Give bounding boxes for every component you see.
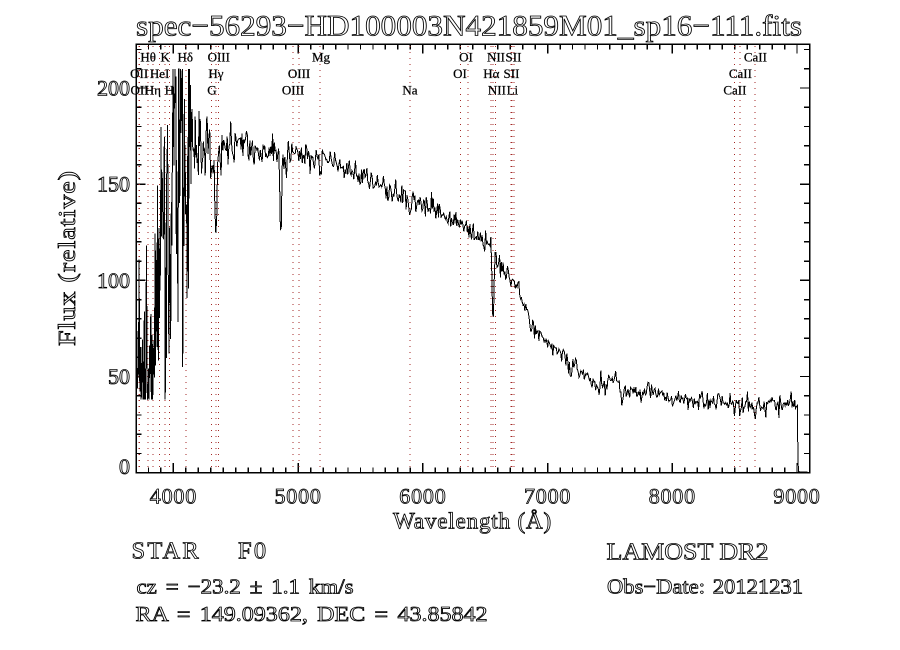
svg-text:7000: 7000 bbox=[524, 484, 571, 509]
svg-text:Hα: Hα bbox=[483, 66, 499, 81]
svg-text:8000: 8000 bbox=[649, 484, 696, 509]
svg-text:Flux (relative): Flux (relative) bbox=[55, 170, 81, 346]
svg-text:H: H bbox=[165, 83, 174, 98]
svg-text:Na: Na bbox=[402, 83, 417, 98]
svg-text:spec−56293−HD100003N421859M01_: spec−56293−HD100003N421859M01_sp16−111.f… bbox=[136, 10, 802, 43]
svg-text:Obs−Date: 20121231: Obs−Date: 20121231 bbox=[607, 575, 803, 599]
svg-text:Li: Li bbox=[507, 83, 519, 98]
svg-text:OIII: OIII bbox=[288, 66, 310, 81]
svg-text:Mg: Mg bbox=[312, 50, 331, 65]
svg-text:STAR: STAR bbox=[132, 538, 201, 565]
svg-text:Hθ: Hθ bbox=[140, 50, 156, 65]
svg-text:K: K bbox=[161, 50, 171, 65]
svg-text:OII: OII bbox=[130, 83, 148, 98]
svg-text:SII: SII bbox=[506, 50, 522, 65]
svg-text:F0: F0 bbox=[238, 538, 268, 565]
svg-text:OIII: OIII bbox=[282, 83, 304, 98]
svg-text:4000: 4000 bbox=[150, 484, 197, 509]
svg-text:Wavelength (Å): Wavelength (Å) bbox=[393, 509, 552, 534]
svg-text:Hγ: Hγ bbox=[208, 66, 223, 81]
svg-text:HeI: HeI bbox=[150, 66, 170, 81]
svg-text:200: 200 bbox=[97, 76, 130, 101]
svg-text:OI: OI bbox=[459, 50, 473, 65]
svg-text:OI: OI bbox=[453, 66, 467, 81]
svg-text:OIII: OIII bbox=[208, 50, 230, 65]
svg-text:0: 0 bbox=[119, 454, 130, 479]
svg-text:RA = 149.09362, DEC = 43.8584: RA = 149.09362, DEC = 43.85842 bbox=[136, 602, 488, 626]
svg-text:NII: NII bbox=[487, 50, 505, 65]
svg-text:cz = −23.2 ± 1.1 km/s: cz = −23.2 ± 1.1 km/s bbox=[137, 575, 354, 599]
svg-text:9000: 9000 bbox=[773, 484, 820, 509]
svg-text:CaII: CaII bbox=[744, 50, 767, 65]
svg-text:100: 100 bbox=[97, 268, 130, 293]
svg-text:Hδ: Hδ bbox=[178, 50, 194, 65]
svg-text:OII: OII bbox=[130, 66, 148, 81]
svg-text:NII: NII bbox=[488, 83, 506, 98]
svg-text:SII: SII bbox=[504, 66, 520, 81]
svg-text:6000: 6000 bbox=[399, 484, 446, 509]
svg-text:Hη: Hη bbox=[145, 83, 161, 98]
svg-text:150: 150 bbox=[97, 172, 130, 197]
svg-text:50: 50 bbox=[108, 364, 130, 389]
svg-text:5000: 5000 bbox=[274, 484, 321, 509]
svg-text:CaII: CaII bbox=[723, 83, 746, 98]
svg-text:LAMOST DR2: LAMOST DR2 bbox=[607, 539, 769, 566]
svg-text:CaII: CaII bbox=[729, 66, 752, 81]
svg-text:G: G bbox=[207, 83, 216, 98]
